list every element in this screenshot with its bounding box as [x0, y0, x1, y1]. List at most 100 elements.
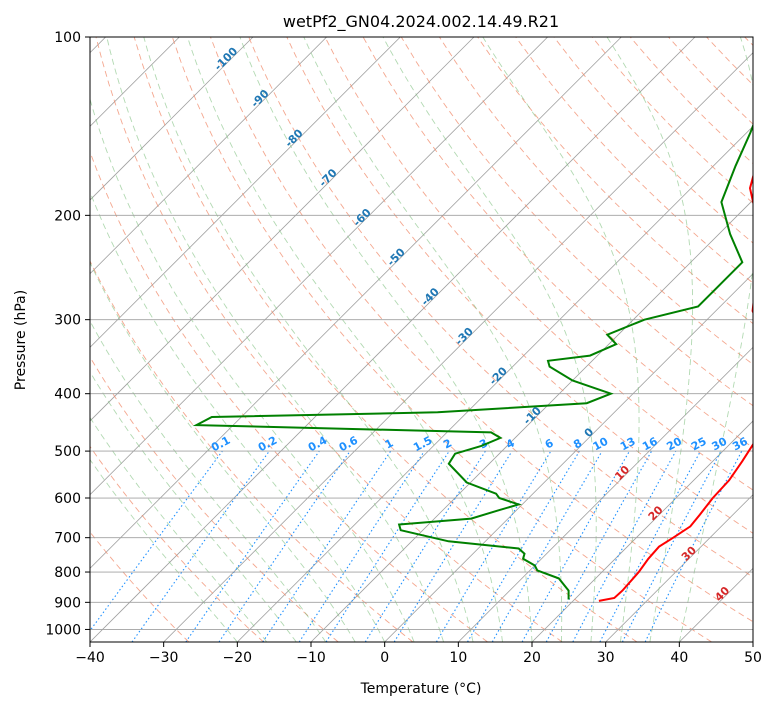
dry-adiabat-lines: [90, 37, 753, 642]
dry-adiabat-line: [133, 37, 638, 642]
isotherm-line: [90, 37, 327, 275]
x-tick-label: 0: [380, 650, 389, 666]
moist-adiabat-line: [382, 37, 597, 642]
mixing-ratio-label: 36: [730, 435, 750, 454]
isotherm-line: [310, 199, 753, 642]
isotherm-line: [237, 125, 753, 642]
dry-adiabat-line: [706, 37, 753, 86]
dry-adiabat-line: [553, 37, 753, 244]
dry-adiabat-line: [210, 37, 753, 623]
mixing-ratio-label: 2: [441, 436, 454, 451]
moist-adiabat-line: [90, 320, 327, 642]
moist-adiabat-line: [239, 37, 533, 642]
moist-adiabat-line: [90, 371, 297, 642]
temperature-profile-line: [598, 173, 753, 602]
y-tick-label: 1000: [45, 622, 81, 638]
y-tick-label: 600: [54, 491, 81, 507]
chart-title: wetPf2_GN04.2024.002.14.49.R21: [283, 12, 559, 32]
mixing-ratio-line: [131, 450, 270, 642]
moist-adiabat-line: [90, 261, 356, 642]
dry-adiabat-label: -100: [212, 44, 241, 73]
isotherm-line: [384, 273, 753, 642]
y-axis-ticks: 100 200 300 400 500 600 700 800 900 1000: [45, 30, 90, 638]
mixing-ratio-lines: [90, 450, 743, 642]
mixing-ratio-line: [599, 450, 701, 642]
dry-adiabat-line: [248, 37, 753, 578]
dry-adiabat-label: -70: [316, 166, 339, 189]
dry-adiabat-line: [95, 37, 563, 642]
isotherm-line: [458, 346, 753, 642]
mixing-ratio-label: 30: [710, 435, 730, 454]
dry-adiabat-line: [515, 37, 753, 284]
y-tick-label: 300: [54, 313, 81, 329]
dry-adiabat-label: -60: [351, 206, 374, 229]
isotherm-line: [90, 37, 254, 201]
mixing-ratio-label: 20: [664, 435, 684, 454]
isotherm-line: [90, 37, 696, 642]
x-tick-label: 20: [523, 650, 541, 666]
moist-adiabat-line: [90, 190, 386, 642]
x-tick-label: 10: [449, 650, 467, 666]
dry-adiabat-label: -80: [282, 126, 305, 149]
mixing-ratio-line: [467, 450, 580, 642]
moist-adiabat-line: [90, 97, 415, 642]
mixing-ratio-line: [644, 450, 743, 642]
dry-adiabat-label: -90: [248, 87, 271, 110]
moist-adiabat-line: [482, 37, 640, 642]
mixing-ratio-label: 10: [591, 435, 611, 454]
dry-adiabat-line: [90, 150, 488, 642]
y-axis-label: Pressure (hPa): [13, 290, 29, 390]
isotherm-line: [90, 37, 475, 422]
y-tick-label: 500: [54, 444, 81, 460]
dry-adiabat-label: -30: [453, 325, 476, 348]
dewpoint-profile-line: [192, 123, 753, 600]
isotherm-line: [605, 494, 753, 642]
dry-adiabat-label: -40: [419, 285, 442, 308]
x-tick-label: −20: [223, 650, 253, 666]
line-labels: 0.1 0.2 0.4 0.6 1 1.5 2 3 4 6 8 10 13 16 20 25 30 36-100-…: [209, 44, 750, 604]
mixing-ratio-label: 4: [504, 436, 517, 451]
x-tick-label: 30: [597, 650, 615, 666]
dry-adiabat-line: [90, 445, 264, 642]
y-tick-label: 800: [54, 565, 81, 581]
moist-adiabat-line: [143, 37, 474, 642]
y-tick-label: 700: [54, 531, 81, 547]
dry-adiabat-line: [744, 37, 753, 47]
moist-adiabat-line: [90, 416, 268, 642]
mixing-ratio-line: [185, 450, 320, 642]
dry-adiabat-line: [324, 37, 753, 491]
x-tick-label: 40: [670, 650, 688, 666]
x-tick-label: −40: [75, 650, 105, 666]
x-tick-label: −10: [296, 650, 326, 666]
isotherm-lines: [90, 37, 753, 642]
mixing-ratio-line: [545, 450, 653, 642]
mixing-ratio-line: [521, 450, 630, 642]
plot-frame: [89, 36, 754, 643]
mixing-ratio-label: 13: [618, 435, 638, 454]
moist-adiabat-line: [303, 37, 563, 642]
isotherm-line: [90, 37, 622, 569]
mixing-ratio-label: 6: [543, 436, 556, 451]
moist-adiabat-line: [106, 37, 445, 642]
mixing-ratio-line: [262, 450, 392, 642]
y-tick-label: 200: [54, 208, 81, 224]
mixing-ratio-line: [572, 450, 677, 642]
x-axis-ticks: −40 −30 −20 −10 0 10 20 30 40 50: [75, 642, 762, 666]
isotherm-label: 30: [679, 543, 699, 563]
mixing-ratio-line: [90, 450, 223, 632]
mixing-ratio-line: [298, 450, 425, 642]
mixing-ratio-line: [325, 450, 450, 642]
y-tick-label: 900: [54, 595, 81, 611]
x-axis-label: Temperature (°C): [360, 681, 482, 697]
isotherm-line: [90, 37, 548, 496]
pressure-grid-lines: [90, 37, 753, 630]
moist-adiabat-line: [606, 37, 694, 642]
isotherm-line: [752, 641, 753, 642]
dry-adiabat-line: [286, 37, 753, 534]
y-tick-label: 100: [54, 30, 81, 46]
y-tick-label: 400: [54, 387, 81, 403]
sounding-profiles: [192, 123, 753, 602]
mixing-ratio-line: [393, 450, 513, 642]
moist-adiabat-line: [187, 37, 503, 642]
